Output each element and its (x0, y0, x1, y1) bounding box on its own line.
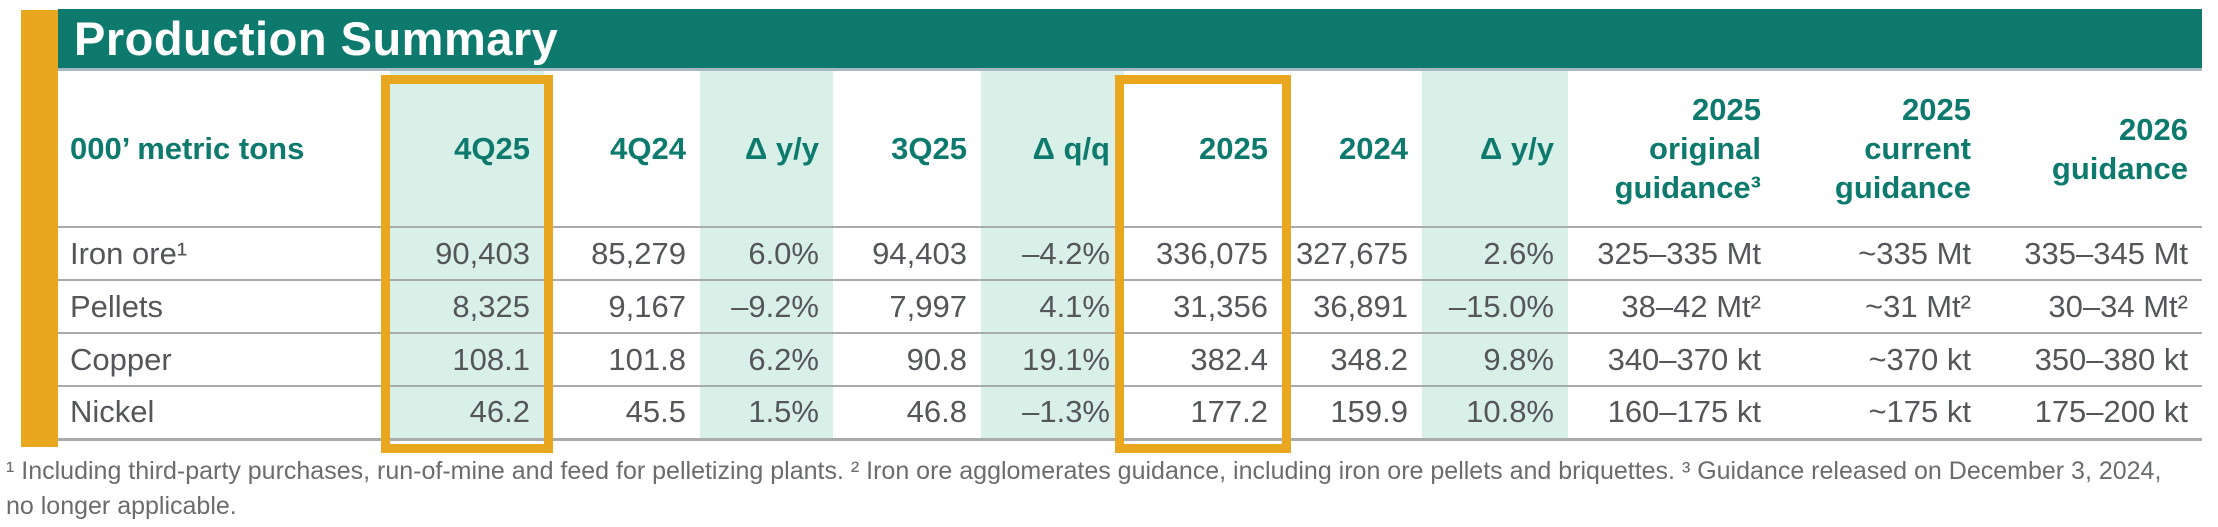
table-cell: 382.4 (1124, 332, 1282, 386)
table-cell: 175–200 kt (1985, 385, 2202, 441)
table-cell: 30–34 Mt² (1985, 279, 2202, 333)
column-header-4q25: 4Q25 (390, 71, 544, 227)
table-cell: 1.5% (700, 385, 833, 441)
table-cell: 8,325 (390, 279, 544, 333)
table-cell: –9.2% (700, 279, 833, 333)
header-row: 000’ metric tons 4Q25 4Q24 Δ y/y 3Q25 Δ … (58, 71, 2202, 227)
table-cell: ~175 kt (1775, 385, 1985, 441)
table-cell: 6.2% (700, 332, 833, 386)
table-cell: ~31 Mt² (1775, 279, 1985, 333)
table-row-nickel: Nickel 46.2 45.5 1.5% 46.8 –1.3% 177.2 1… (58, 385, 2202, 441)
row-label-copper: Copper (58, 332, 390, 386)
table-cell: 46.8 (833, 385, 981, 441)
table-cell: 36,891 (1282, 279, 1422, 333)
table-cell: 348.2 (1282, 332, 1422, 386)
table-cell: 38–42 Mt² (1568, 279, 1775, 333)
page-title: Production Summary (74, 12, 559, 65)
production-summary-table: Production Summary 000’ metric tons 4Q25… (58, 9, 2202, 453)
table-cell: 327,675 (1282, 226, 1422, 280)
gold-accent-bar (21, 10, 58, 447)
column-header-2025-original-guidance: 2025 original guidance³ (1614, 92, 1761, 205)
column-header-2025: 2025 (1199, 131, 1268, 166)
table-cell: 7,997 (833, 279, 981, 333)
table-cell: 90.8 (833, 332, 981, 386)
table-cell: 94,403 (833, 226, 981, 280)
table-cell: 336,075 (1124, 226, 1282, 280)
table-cell: –1.3% (981, 385, 1124, 441)
table-cell: 46.2 (390, 385, 544, 441)
table-cell: 340–370 kt (1568, 332, 1775, 386)
table-cell: ~335 Mt (1775, 226, 1985, 280)
row-label-nickel: Nickel (58, 385, 390, 441)
table-cell: 31,356 (1124, 279, 1282, 333)
unit-label: 000’ metric tons (70, 131, 305, 166)
table-cell: 2.6% (1422, 226, 1568, 280)
column-header-delta-qq: Δ q/q (981, 71, 1124, 227)
table-cell: 350–380 kt (1985, 332, 2202, 386)
column-header-4q24: 4Q24 (610, 131, 686, 166)
table-cell: 335–345 Mt (1985, 226, 2202, 280)
table-cell: 4.1% (981, 279, 1124, 333)
table-cell: 325–335 Mt (1568, 226, 1775, 280)
production-table: 000’ metric tons 4Q25 4Q24 Δ y/y 3Q25 Δ … (58, 71, 2202, 441)
row-label-iron-ore: Iron ore¹ (58, 226, 390, 280)
column-header-delta-yy-annual: Δ y/y (1422, 71, 1568, 227)
table-cell: –4.2% (981, 226, 1124, 280)
column-header-2026-guidance: 2026 guidance (2051, 111, 2188, 186)
column-header-2025-current-guidance: 2025 current guidance (1834, 92, 1971, 205)
table-cell: 85,279 (544, 226, 700, 280)
table-cell: ~370 kt (1775, 332, 1985, 386)
table-cell: 108.1 (390, 332, 544, 386)
table-cell: 19.1% (981, 332, 1124, 386)
table-cell: 101.8 (544, 332, 700, 386)
table-cell: 160–175 kt (1568, 385, 1775, 441)
table-cell: 159.9 (1282, 385, 1422, 441)
table-cell: 10.8% (1422, 385, 1568, 441)
row-label-pellets: Pellets (58, 279, 390, 333)
title-bar: Production Summary (58, 9, 2202, 71)
table-row-iron-ore: Iron ore¹ 90,403 85,279 6.0% 94,403 –4.2… (58, 226, 2202, 280)
table-cell: 9,167 (544, 279, 700, 333)
footnote: ¹ Including third-party purchases, run-o… (6, 457, 2162, 520)
column-header-delta-yy-quarter: Δ y/y (700, 71, 833, 227)
table-cell: –15.0% (1422, 279, 1568, 333)
column-header-2024: 2024 (1339, 131, 1408, 166)
column-header-3q25: 3Q25 (891, 131, 967, 166)
table-cell: 9.8% (1422, 332, 1568, 386)
table-row-copper: Copper 108.1 101.8 6.2% 90.8 19.1% 382.4… (58, 332, 2202, 386)
table-row-pellets: Pellets 8,325 9,167 –9.2% 7,997 4.1% 31,… (58, 279, 2202, 333)
table-cell: 45.5 (544, 385, 700, 441)
table-cell: 177.2 (1124, 385, 1282, 441)
table-cell: 90,403 (390, 226, 544, 280)
table-cell: 6.0% (700, 226, 833, 280)
